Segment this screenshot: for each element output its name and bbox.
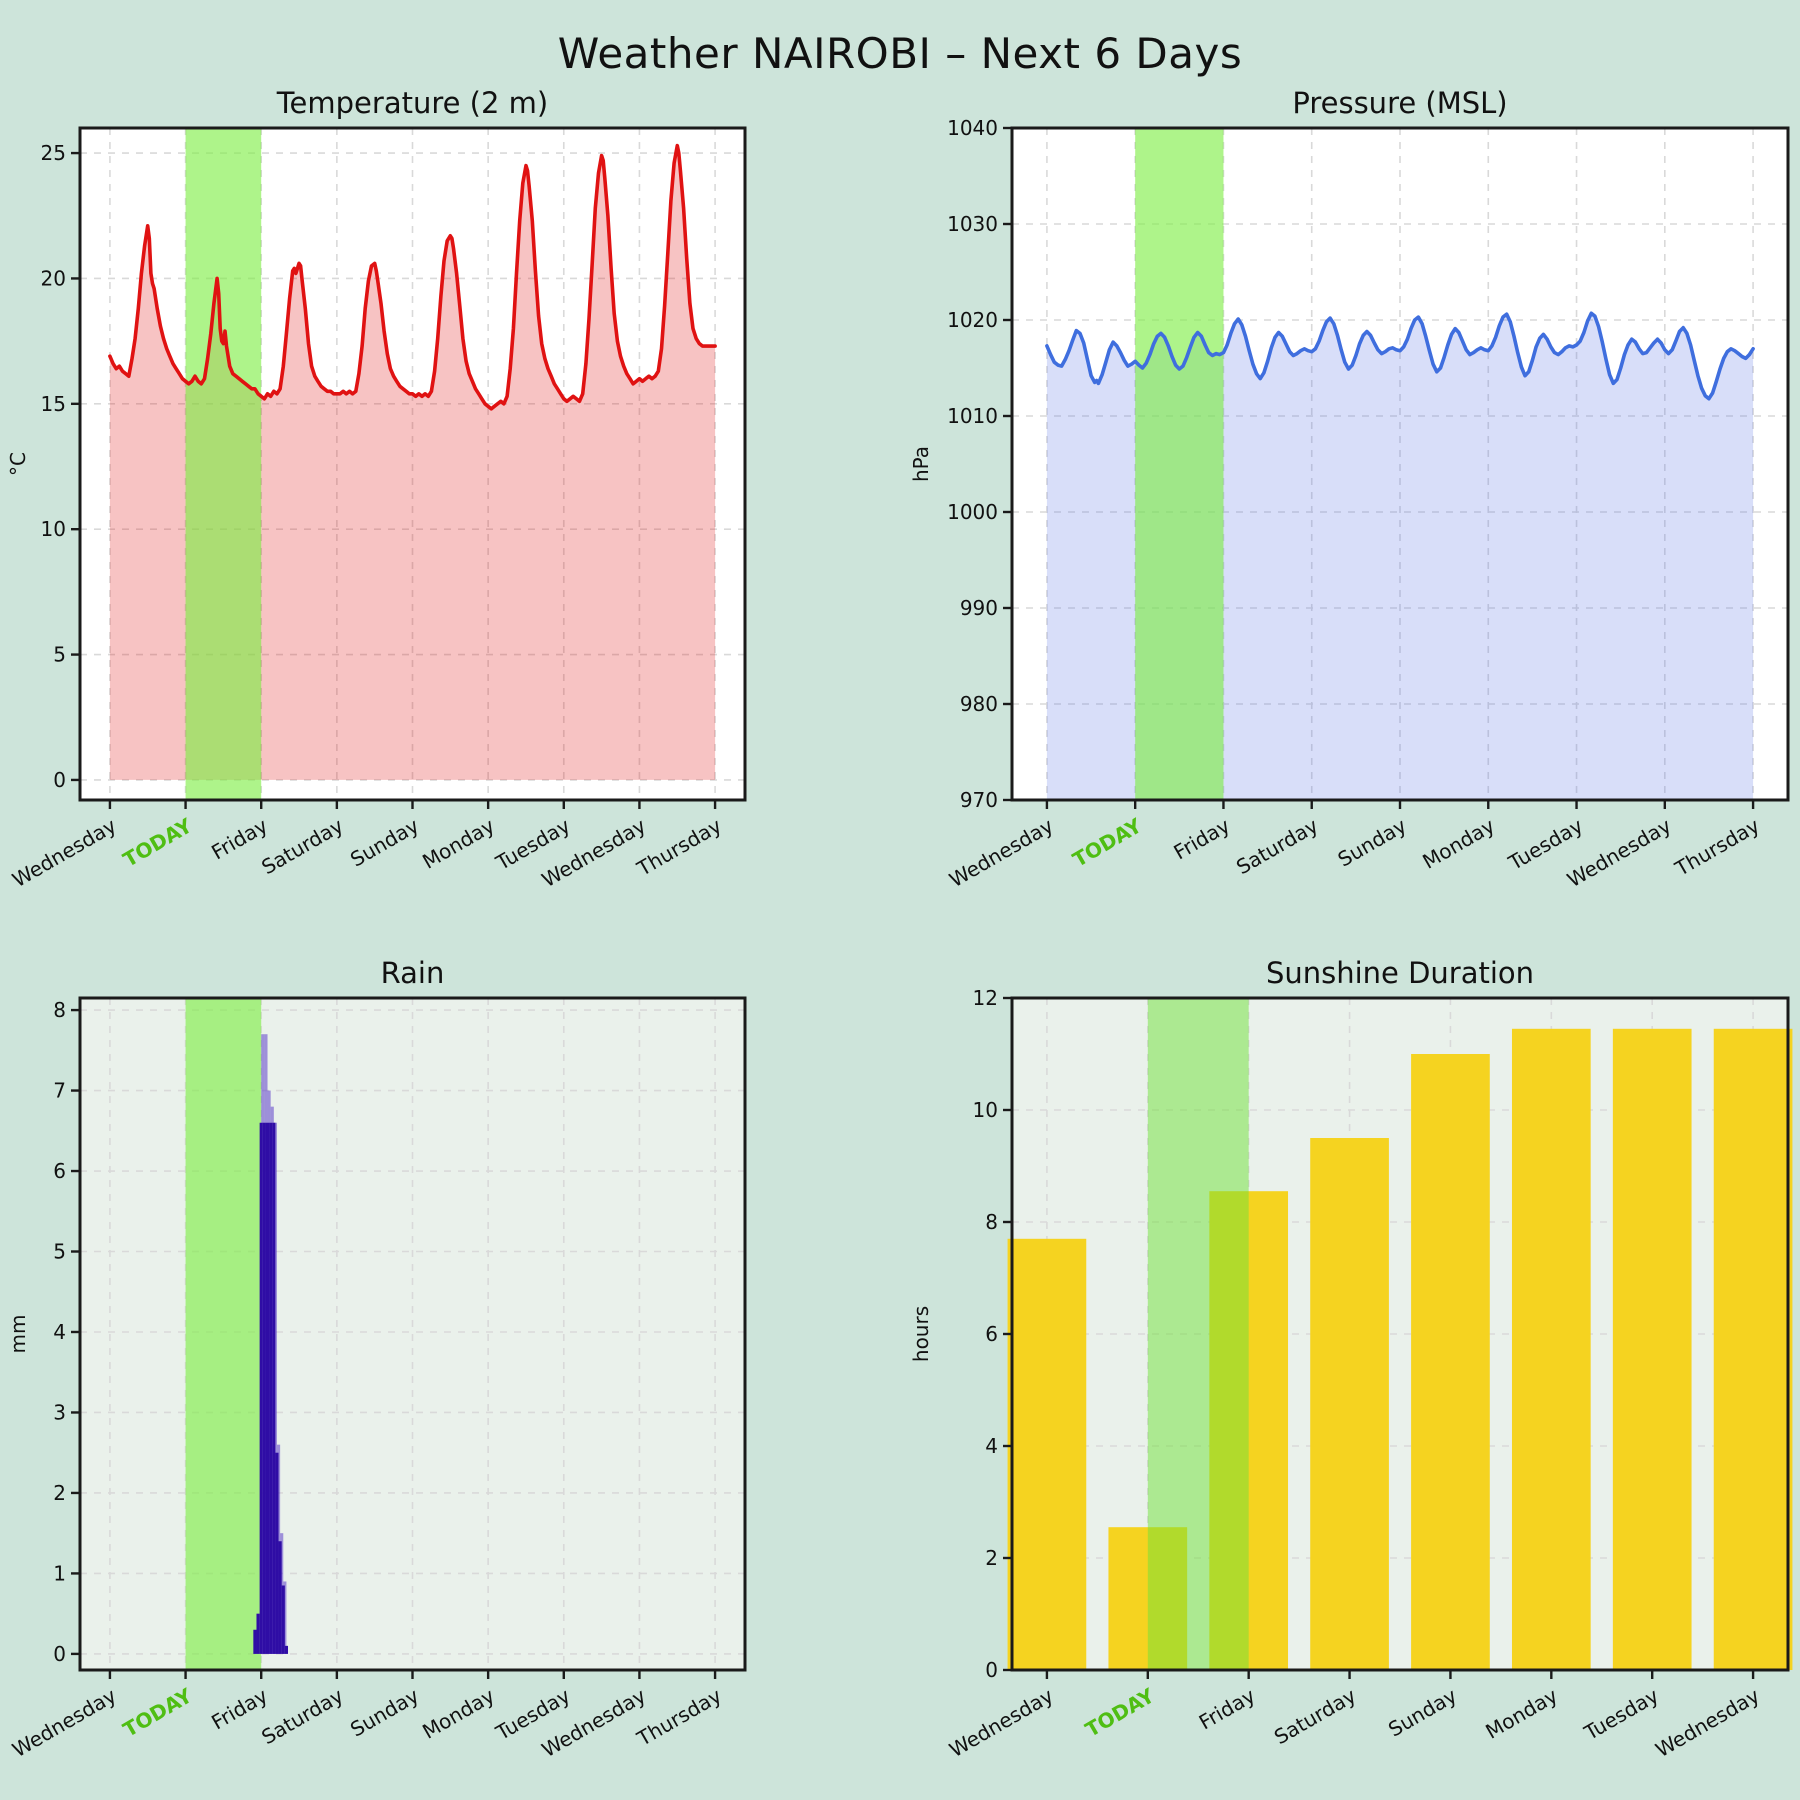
y-tick-label: 2 [53,1481,66,1505]
x-tick-label: Saturday [257,1683,347,1749]
y-tick-label: 0 [53,768,66,792]
x-tick-label: Sunday [1334,813,1411,871]
x-tick-label: Saturday [1270,1683,1360,1749]
x-tick-label: Monday [1481,1683,1562,1743]
y-tick-label: 8 [985,1210,998,1234]
x-tick-label: Thursday [1670,813,1764,881]
today-highlight-band [185,998,262,1670]
y-tick-label: 8 [53,998,66,1022]
y-tick-label: 1040 [947,116,998,140]
pressure-line [1045,311,1755,401]
y-tick-label: 6 [53,1159,66,1183]
rain-bar [262,1122,266,1654]
y-tick-label: 990 [960,596,998,620]
sunshine-title: Sunshine Duration [1266,956,1534,990]
today-highlight-band [185,128,262,800]
showers-bar [283,1581,287,1654]
rain-bar [281,1585,285,1654]
y-tick-label: 1020 [947,308,998,332]
x-tick-label: Thursday [632,813,726,881]
y-tick-label: 1030 [947,212,998,236]
sunshine-bar [1612,1028,1692,1670]
rain-bar [256,1613,260,1654]
y-tick-label: 20 [41,266,66,290]
x-tick-label: Wednesday [8,1683,120,1762]
x-tick-label: Sunday [346,813,423,871]
y-tick-label: 1 [53,1561,66,1585]
y-tick-label: 0 [53,1642,66,1666]
sunshine-bar [1007,1238,1087,1670]
rain-bar [265,1122,270,1654]
x-tick-label: TODAY [1081,1683,1159,1742]
y-tick-label: 3 [53,1400,66,1424]
sunshine-bar [1713,1028,1793,1670]
temperature-line [108,143,717,411]
rain-bar [269,1122,273,1654]
y-tick-label: 980 [960,692,998,716]
x-tick-label: Tuesday [1579,1683,1662,1745]
y-tick-label: 1000 [947,500,998,524]
y-tick-label: 4 [53,1320,66,1344]
chart-temperature: Wednesday TODAY Friday Saturday Sunday Monday… [0,78,900,938]
sunshine-bar [1411,1054,1490,1670]
x-tick-label: TODAY [1068,813,1146,872]
y-tick-label: 12 [973,986,998,1010]
chart-rain: Wednesday TODAY Friday Saturday Sunday Monday… [0,938,900,1800]
y-tick-label: 0 [985,1658,998,1682]
sunshine-chart-canvas: Wednesday TODAY Friday Saturday Sunday Monday… [909,956,1793,1762]
x-tick-label: Monday [418,1683,499,1743]
figure-title: Weather NAIROBI – Next 6 Days [557,29,1243,78]
rain-bar [272,1122,276,1654]
rain-ylabel: mm [6,1315,30,1354]
y-tick-label: 970 [960,788,998,812]
y-tick-label: 25 [41,141,66,165]
y-tick-label: 6 [985,1322,998,1346]
y-tick-label: 15 [41,392,66,416]
x-tick-label: TODAY [119,813,197,872]
x-tick-label: Wednesday [8,813,120,892]
pressure-title: Pressure (MSL) [1292,86,1507,120]
x-tick-label: TODAY [119,1683,197,1742]
y-tick-label: 10 [973,1098,998,1122]
today-highlight-band [1135,128,1224,800]
rain-bar [278,1541,282,1654]
rain-bar [275,1452,279,1654]
y-tick-label: 4 [985,1434,998,1458]
y-tick-label: 5 [53,1240,66,1264]
pressure-ylabel: hPa [909,446,933,482]
chart-sunshine: Wednesday TODAY Friday Saturday Sunday Monday… [900,938,1800,1800]
x-tick-label: Saturday [1232,813,1322,879]
y-tick-label: 7 [53,1079,66,1103]
y-tick-label: 1010 [947,404,998,428]
y-tick-label: 10 [41,517,66,541]
sunshine-ylabel: hours [909,1306,933,1362]
x-tick-label: Wednesday [1651,1683,1763,1762]
y-tick-label: 5 [53,643,66,667]
sunshine-bar [1511,1028,1591,1670]
x-tick-label: Friday [1195,1683,1260,1734]
x-tick-label: Sunday [346,1683,423,1741]
rain-title: Rain [381,956,445,990]
x-tick-label: Friday [1169,813,1234,864]
temperature-ylabel: °C [6,452,30,476]
x-tick-label: Wednesday [945,813,1057,892]
x-tick-label: Monday [1418,813,1499,873]
x-tick-label: Thursday [632,1683,726,1751]
rain-bar [259,1122,263,1654]
x-tick-label: Saturday [257,813,347,879]
chart-pressure: Wednesday TODAY Friday Saturday Sunday Monday… [900,78,1800,938]
y-tick-label: 2 [985,1546,998,1570]
sunshine-bar [1310,1138,1389,1670]
temperature-title: Temperature (2 m) [276,86,548,120]
rain-bar [253,1629,257,1654]
x-tick-label: Wednesday [945,1683,1057,1762]
x-tick-label: Sunday [1384,1683,1461,1741]
x-tick-label: Monday [418,813,499,873]
today-highlight-band [1147,998,1249,1670]
charts-grid: Wednesday TODAY Friday Saturday Sunday Monday… [0,78,1800,1800]
rain-bar [284,1645,289,1654]
